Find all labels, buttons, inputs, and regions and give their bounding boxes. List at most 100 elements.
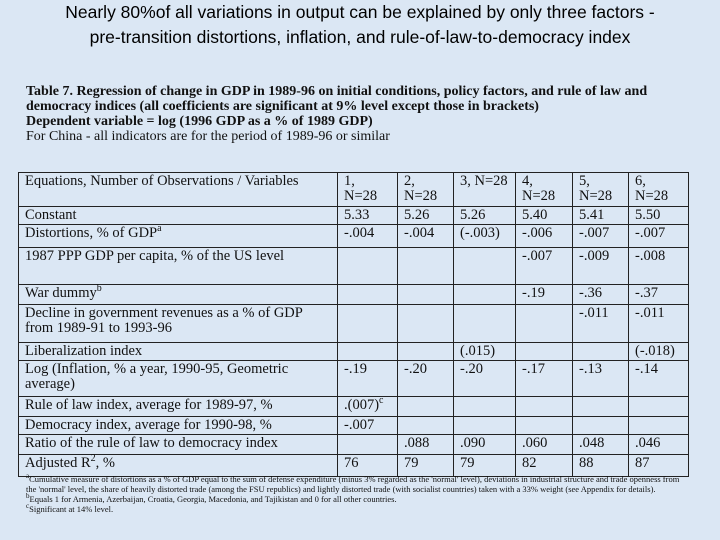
table-cell: 79 bbox=[397, 454, 454, 477]
title-line: pre-transition distortions, inflation, a… bbox=[89, 27, 631, 47]
table-cell bbox=[337, 247, 398, 285]
row-label: Democracy index, average for 1990-98, % bbox=[18, 416, 338, 435]
table-caption: Table 7. Regression of change in GDP in … bbox=[26, 84, 686, 144]
header-row: Equations, Number of Observations / Vari… bbox=[18, 172, 689, 207]
footnote: aCumulative measure of distortions as a … bbox=[26, 473, 686, 494]
table-cell: -.007 bbox=[628, 224, 689, 248]
table-cell bbox=[453, 247, 516, 285]
cell-superscript: c bbox=[379, 395, 384, 407]
row-label: Log (Inflation, % a year, 1990-95, Geome… bbox=[18, 360, 338, 397]
table-cell: -.011 bbox=[572, 304, 629, 343]
table-cell: -.007 bbox=[572, 224, 629, 248]
table-cell: -.004 bbox=[337, 224, 398, 248]
table-cell bbox=[397, 284, 454, 305]
table-cell bbox=[453, 304, 516, 343]
table-row: 1987 PPP GDP per capita, % of the US lev… bbox=[18, 247, 689, 285]
footnote: bEquals 1 for Armenia, Azerbaijan, Croat… bbox=[26, 492, 686, 504]
table-row: Liberalization index (.015) (-.018) bbox=[18, 342, 689, 361]
label-text: War dummy bbox=[25, 285, 97, 301]
table-cell bbox=[515, 304, 573, 343]
table-cell: .048 bbox=[572, 434, 629, 455]
table-row: Log (Inflation, % a year, 1990-95, Geome… bbox=[18, 360, 689, 397]
label-suffix: , % bbox=[95, 455, 115, 471]
label-text: Distortions, % of GDP bbox=[25, 225, 158, 241]
table-cell bbox=[572, 396, 629, 417]
table-cell bbox=[397, 342, 454, 361]
column-header: 2, N=28 bbox=[397, 172, 454, 207]
table-cell: .088 bbox=[397, 434, 454, 455]
table-cell: 76 bbox=[337, 454, 398, 477]
table-cell bbox=[397, 304, 454, 343]
table-cell: 5.40 bbox=[515, 206, 573, 225]
table-cell: 5.26 bbox=[453, 206, 516, 225]
label-text: Decline in government revenues as a % of… bbox=[25, 305, 303, 336]
caption-dependent: Dependent variable = log (1996 GDP as a … bbox=[26, 114, 373, 129]
table-row: Democracy index, average for 1990-98, % -… bbox=[18, 416, 689, 435]
row-label: Liberalization index bbox=[18, 342, 338, 361]
footnote-mark: b bbox=[26, 492, 30, 501]
table-cell bbox=[337, 304, 398, 343]
table-cell bbox=[337, 342, 398, 361]
table-cell bbox=[337, 284, 398, 305]
row-label: 1987 PPP GDP per capita, % of the US lev… bbox=[18, 247, 338, 285]
table-row: Adjusted R2, % 76 79 79 82 88 87 bbox=[18, 453, 689, 477]
table-cell: -.13 bbox=[572, 360, 629, 397]
table-cell: (.015) bbox=[453, 342, 516, 361]
table-cell: -.36 bbox=[572, 284, 629, 305]
column-header: 1, N=28 bbox=[337, 172, 398, 207]
table-cell: .046 bbox=[628, 434, 689, 455]
table-cell bbox=[453, 284, 516, 305]
table-cell bbox=[515, 342, 573, 361]
column-header: 4, N=28 bbox=[515, 172, 573, 207]
table-cell bbox=[572, 416, 629, 435]
column-header: 6, N=28 bbox=[628, 172, 689, 207]
row-label: Rule of law index, average for 1989-97, … bbox=[18, 396, 338, 417]
label-text: 1987 PPP GDP per capita, % of the US lev… bbox=[25, 248, 285, 264]
table-cell bbox=[453, 396, 516, 417]
table-cell bbox=[572, 342, 629, 361]
table-cell: .(007)c bbox=[337, 395, 398, 417]
row-label: Constant bbox=[18, 206, 338, 225]
table-cell: 5.26 bbox=[397, 206, 454, 225]
table-cell: 88 bbox=[572, 454, 629, 477]
row-label: Decline in government revenues as a % of… bbox=[18, 304, 338, 343]
label-text: Democracy index, average for 1990-98, % bbox=[25, 417, 272, 433]
footnote: cSignificant at 14% level. bbox=[26, 503, 686, 514]
label-text: Adjusted R bbox=[25, 455, 91, 471]
footnote-text: Cumulative measure of distortions as a %… bbox=[26, 474, 680, 494]
header-label: Equations, Number of Observations / Vari… bbox=[18, 172, 338, 207]
label-text: Liberalization index bbox=[25, 343, 143, 359]
row-label: Ratio of the rule of law to democracy in… bbox=[18, 434, 338, 455]
table-cell: -.004 bbox=[397, 224, 454, 248]
table-cell: -.37 bbox=[628, 284, 689, 305]
table-cell: (-.003) bbox=[453, 224, 516, 248]
table-cell: -.011 bbox=[628, 304, 689, 343]
row-label: War dummyb bbox=[18, 283, 338, 305]
table-cell bbox=[628, 396, 689, 417]
table-cell: -.006 bbox=[515, 224, 573, 248]
label-text: Rule of law index, average for 1989-97, … bbox=[25, 397, 273, 413]
table-cell: -.19 bbox=[515, 284, 573, 305]
label-superscript: 2 bbox=[90, 453, 96, 465]
table-cell bbox=[453, 416, 516, 435]
table-cell: .090 bbox=[453, 434, 516, 455]
table-cell: -.007 bbox=[515, 247, 573, 285]
table-row: Ratio of the rule of law to democracy in… bbox=[18, 434, 689, 455]
caption-heading: Table 7. Regression of change in GDP in … bbox=[26, 84, 648, 114]
table-row: Rule of law index, average for 1989-97, … bbox=[18, 395, 689, 417]
table-cell bbox=[337, 434, 398, 455]
table-row: Distortions, % of GDPa -.004 -.004 (-.003) -… bbox=[18, 224, 689, 248]
table-cell: -.009 bbox=[572, 247, 629, 285]
table-cell: 5.33 bbox=[337, 206, 398, 225]
label-superscript: b bbox=[96, 283, 102, 295]
footnotes: aCumulative measure of distortions as a … bbox=[26, 473, 686, 514]
table-cell: -.19 bbox=[337, 360, 398, 397]
table-cell: -.14 bbox=[628, 360, 689, 397]
row-label: Adjusted R2, % bbox=[18, 453, 338, 477]
table-cell: .060 bbox=[515, 434, 573, 455]
table-cell: 5.50 bbox=[628, 206, 689, 225]
table-row: War dummyb -.19 -.36 -.37 bbox=[18, 283, 689, 305]
column-header: 5, N=28 bbox=[572, 172, 629, 207]
regression-table: Equations, Number of Observations / Vari… bbox=[18, 172, 689, 477]
table-cell: (-.018) bbox=[628, 342, 689, 361]
